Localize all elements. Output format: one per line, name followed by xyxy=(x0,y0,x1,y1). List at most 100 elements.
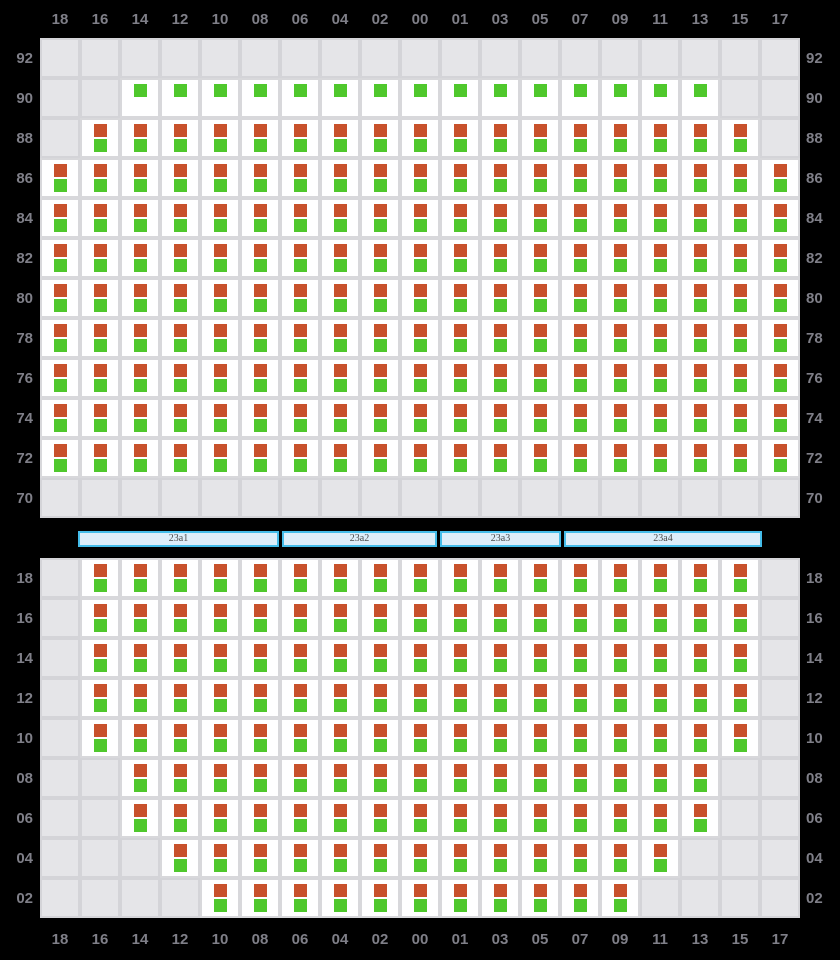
bay-cell[interactable] xyxy=(680,598,720,638)
bay-cell[interactable] xyxy=(520,598,560,638)
bay-cell[interactable] xyxy=(240,238,280,278)
bay-cell[interactable] xyxy=(680,758,720,798)
bay-cell[interactable] xyxy=(600,678,640,718)
bay-cell[interactable] xyxy=(320,198,360,238)
bay-cell[interactable] xyxy=(480,78,520,118)
bay-cell[interactable] xyxy=(600,158,640,198)
bay-cell[interactable] xyxy=(240,878,280,918)
bay-cell[interactable] xyxy=(120,678,160,718)
bay-cell[interactable] xyxy=(520,238,560,278)
bay-cell[interactable] xyxy=(280,158,320,198)
bay-cell[interactable] xyxy=(320,358,360,398)
bay-cell[interactable] xyxy=(720,198,760,238)
bay-cell[interactable] xyxy=(480,878,520,918)
bay-cell[interactable] xyxy=(400,278,440,318)
bay-cell[interactable] xyxy=(120,758,160,798)
bay-cell[interactable] xyxy=(320,158,360,198)
bay-cell[interactable] xyxy=(280,878,320,918)
bay-cell[interactable] xyxy=(680,158,720,198)
bay-cell[interactable] xyxy=(160,358,200,398)
bay-cell[interactable] xyxy=(160,558,200,598)
bay-cell[interactable] xyxy=(560,558,600,598)
bay-cell[interactable] xyxy=(160,198,200,238)
bay-cell[interactable] xyxy=(400,118,440,158)
bay-cell[interactable] xyxy=(360,798,400,838)
bay-cell[interactable] xyxy=(320,678,360,718)
bay-cell[interactable] xyxy=(440,78,480,118)
bay-cell[interactable] xyxy=(80,198,120,238)
bay-cell[interactable] xyxy=(120,718,160,758)
bay-cell[interactable] xyxy=(640,758,680,798)
bay-cell[interactable] xyxy=(120,438,160,478)
bay-cell[interactable] xyxy=(520,198,560,238)
bay-cell[interactable] xyxy=(200,838,240,878)
bay-cell[interactable] xyxy=(80,118,120,158)
bay-cell[interactable] xyxy=(320,878,360,918)
bay-cell[interactable] xyxy=(40,278,80,318)
bay-cell[interactable] xyxy=(600,598,640,638)
bay-cell[interactable] xyxy=(520,758,560,798)
bay-cell[interactable] xyxy=(280,798,320,838)
bay-cell[interactable] xyxy=(680,678,720,718)
bay-cell[interactable] xyxy=(520,838,560,878)
bay-cell[interactable] xyxy=(200,598,240,638)
bay-cell[interactable] xyxy=(560,758,600,798)
bay-cell[interactable] xyxy=(440,358,480,398)
bay-cell[interactable] xyxy=(560,638,600,678)
bay-cell[interactable] xyxy=(320,718,360,758)
bay-cell[interactable] xyxy=(560,118,600,158)
bay-cell[interactable] xyxy=(680,118,720,158)
bay-cell[interactable] xyxy=(640,558,680,598)
bay-cell[interactable] xyxy=(320,118,360,158)
bay-cell[interactable] xyxy=(560,798,600,838)
bay-cell[interactable] xyxy=(280,718,320,758)
bay-cell[interactable] xyxy=(40,398,80,438)
bay-cell[interactable] xyxy=(640,598,680,638)
bay-cell[interactable] xyxy=(600,838,640,878)
bay-cell[interactable] xyxy=(360,78,400,118)
bay-cell[interactable] xyxy=(400,158,440,198)
bay-cell[interactable] xyxy=(280,78,320,118)
bay-cell[interactable] xyxy=(320,398,360,438)
bay-cell[interactable] xyxy=(680,798,720,838)
bay-cell[interactable] xyxy=(760,398,800,438)
bay-cell[interactable] xyxy=(280,558,320,598)
bay-cell[interactable] xyxy=(80,558,120,598)
bay-cell[interactable] xyxy=(80,678,120,718)
bay-cell[interactable] xyxy=(720,358,760,398)
bay-cell[interactable] xyxy=(600,238,640,278)
bay-cell[interactable] xyxy=(320,638,360,678)
bay-cell[interactable] xyxy=(760,198,800,238)
bay-cell[interactable] xyxy=(200,638,240,678)
bay-cell[interactable] xyxy=(240,638,280,678)
bay-cell[interactable] xyxy=(720,318,760,358)
bay-cell[interactable] xyxy=(640,358,680,398)
bay-cell[interactable] xyxy=(40,238,80,278)
bay-cell[interactable] xyxy=(320,838,360,878)
hatch-cover-segment[interactable]: 23a1 xyxy=(78,531,279,547)
bay-cell[interactable] xyxy=(720,678,760,718)
bay-cell[interactable] xyxy=(280,638,320,678)
bay-cell[interactable] xyxy=(480,558,520,598)
bay-cell[interactable] xyxy=(400,198,440,238)
bay-cell[interactable] xyxy=(240,118,280,158)
bay-cell[interactable] xyxy=(480,238,520,278)
bay-cell[interactable] xyxy=(320,598,360,638)
bay-cell[interactable] xyxy=(600,878,640,918)
bay-cell[interactable] xyxy=(480,638,520,678)
bay-cell[interactable] xyxy=(440,598,480,638)
bay-cell[interactable] xyxy=(640,678,680,718)
bay-cell[interactable] xyxy=(640,198,680,238)
bay-cell[interactable] xyxy=(120,158,160,198)
bay-cell[interactable] xyxy=(560,838,600,878)
bay-cell[interactable] xyxy=(600,278,640,318)
bay-cell[interactable] xyxy=(560,318,600,358)
bay-cell[interactable] xyxy=(80,438,120,478)
bay-cell[interactable] xyxy=(560,158,600,198)
bay-cell[interactable] xyxy=(160,718,200,758)
bay-cell[interactable] xyxy=(440,798,480,838)
bay-cell[interactable] xyxy=(240,78,280,118)
bay-cell[interactable] xyxy=(320,798,360,838)
bay-cell[interactable] xyxy=(480,158,520,198)
bay-cell[interactable] xyxy=(240,358,280,398)
